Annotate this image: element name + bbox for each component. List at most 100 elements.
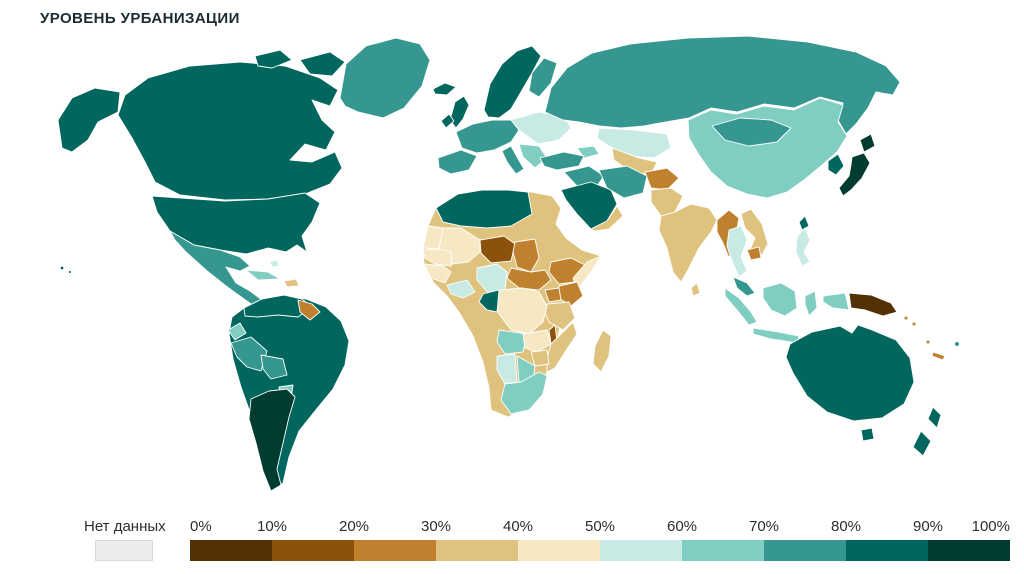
region-greenland[interactable] (339, 37, 431, 119)
region-turkey[interactable] (539, 151, 585, 171)
region-new-caledonia[interactable] (931, 351, 946, 361)
legend-scale: 0% 10% 20% 30% 40% 50% 60% 70% 80% 90% 1… (190, 518, 1010, 561)
region-canada[interactable] (254, 49, 293, 69)
region-angola[interactable] (496, 329, 528, 355)
region-iberia[interactable] (437, 149, 478, 175)
region-scandinavia[interactable] (483, 45, 542, 119)
region-uk[interactable] (449, 95, 470, 129)
region-niger[interactable] (479, 235, 516, 264)
region-solomon-islands[interactable] (911, 321, 917, 327)
legend-ramp-cell (764, 540, 846, 561)
legend-tick-label: 0% (190, 518, 212, 535)
region-south-sudan-car[interactable] (506, 267, 552, 291)
region-finland[interactable] (528, 57, 558, 98)
region-mali[interactable] (438, 227, 481, 265)
region-somalia[interactable] (572, 255, 602, 291)
region-new-zealand[interactable] (912, 430, 932, 457)
region-hawaii[interactable] (59, 265, 65, 271)
region-sumatra[interactable] (724, 287, 758, 326)
region-laos-vietnam[interactable] (740, 208, 769, 261)
legend-tick-labels: 0% 10% 20% 30% 40% 50% 60% 70% 80% 90% 1… (190, 518, 1010, 540)
region-alaska[interactable] (57, 87, 121, 153)
region-west-papua[interactable] (822, 292, 850, 311)
legend-tick-label: 60% (666, 518, 698, 535)
region-sulawesi[interactable] (804, 290, 818, 317)
region-gabon-congo[interactable] (478, 289, 500, 313)
region-zambia[interactable] (522, 329, 552, 353)
region-thailand[interactable] (726, 225, 748, 278)
region-taiwan[interactable] (798, 215, 810, 231)
legend-tick-label: 80% (830, 518, 862, 535)
legend-tick-label: 30% (420, 518, 452, 535)
legend-ramp-cell (682, 540, 764, 561)
region-bolivia[interactable] (260, 354, 288, 380)
region-japan[interactable] (838, 152, 871, 197)
region-india[interactable] (658, 203, 718, 283)
legend-tick-label: 40% (502, 518, 534, 535)
region-uganda[interactable] (544, 287, 562, 303)
region-south-africa[interactable] (500, 371, 548, 415)
region-iran[interactable] (598, 165, 648, 199)
no-data-label: Нет данных (84, 518, 166, 535)
region-hispaniola[interactable] (283, 278, 300, 288)
region-kazakhstan[interactable] (596, 127, 672, 159)
region-japan[interactable] (859, 133, 876, 153)
region-zimbabwe[interactable] (530, 349, 550, 367)
region-peru[interactable] (230, 336, 268, 372)
region-afghanistan[interactable] (644, 167, 680, 191)
legend-ramp-cell (354, 540, 436, 561)
region-philippines[interactable] (795, 227, 811, 267)
region-iceland[interactable] (432, 82, 457, 96)
region-yemen-oman[interactable] (590, 205, 624, 232)
region-java[interactable] (752, 327, 800, 344)
region-canada[interactable] (117, 61, 343, 201)
page-title: УРОВЕНЬ УРБАНИЗАЦИИ (40, 10, 240, 27)
region-sri-lanka[interactable] (690, 282, 701, 297)
region-korea[interactable] (827, 153, 845, 176)
region-papua-new-guinea[interactable] (848, 292, 898, 317)
legend-ramp-cell (928, 540, 1010, 561)
region-china[interactable] (687, 97, 848, 199)
region-usa[interactable] (151, 192, 321, 255)
region-italy[interactable] (501, 145, 525, 175)
no-data-swatch (95, 540, 153, 561)
region-madagascar[interactable] (592, 329, 612, 373)
legend-ramp-cell (600, 540, 682, 561)
region-balkans[interactable] (518, 143, 548, 169)
region-canada[interactable] (299, 51, 346, 77)
region-borneo[interactable] (762, 282, 798, 317)
region-malaysia[interactable] (732, 276, 756, 297)
region-eastern-europe[interactable] (510, 111, 572, 145)
region-bahamas[interactable] (269, 259, 280, 268)
legend-ramp-cell (190, 540, 272, 561)
region-new-zealand[interactable] (927, 406, 942, 429)
region-senegal-guinea[interactable] (423, 263, 452, 284)
legend-no-data: Нет данных (84, 518, 166, 561)
region-ivory-coast-ghana[interactable] (446, 279, 476, 299)
legend-tick-label: 90% (912, 518, 944, 535)
region-australia[interactable] (785, 324, 915, 422)
region-mongolia[interactable] (711, 117, 792, 147)
region-caucasus[interactable] (576, 145, 600, 159)
region-guyana-suriname[interactable] (297, 299, 321, 321)
legend-tick-label: 20% (338, 518, 370, 535)
region-western-europe[interactable] (455, 119, 520, 154)
region-hawaii[interactable] (68, 270, 72, 274)
world-map-svg (57, 35, 960, 492)
region-cambodia[interactable] (746, 246, 762, 261)
region-mexico-central-america[interactable] (169, 230, 269, 310)
legend-tick-label: 70% (748, 518, 780, 535)
region-tasmania[interactable] (860, 427, 875, 442)
region-solomon-islands[interactable] (903, 315, 909, 321)
legend-ramp-cell (518, 540, 600, 561)
region-cuba[interactable] (245, 269, 281, 281)
legend-tick-label: 10% (256, 518, 288, 535)
region-vanuatu[interactable] (925, 339, 931, 345)
region-maghreb[interactable] (435, 189, 533, 229)
region-ireland[interactable] (440, 113, 455, 129)
region-fiji[interactable] (954, 341, 960, 347)
legend-ramp-cell (436, 540, 518, 561)
region-ecuador[interactable] (227, 322, 247, 341)
legend-tick-label: 50% (584, 518, 616, 535)
region-argentina-chile[interactable] (248, 388, 296, 492)
